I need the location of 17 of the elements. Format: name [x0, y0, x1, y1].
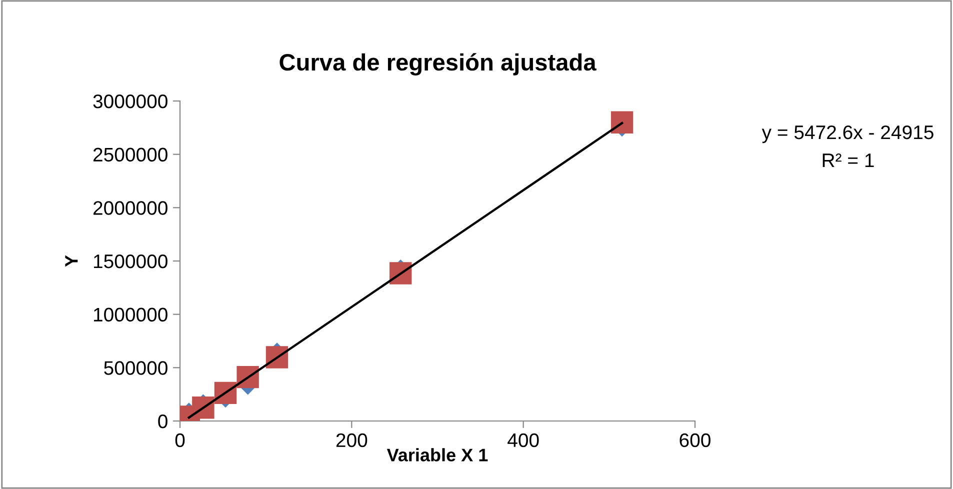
x-tick-label: 200: [336, 433, 368, 448]
text: R² = 1: [822, 154, 874, 168]
y-tick-label: 1000000: [94, 308, 168, 322]
x-tick-label: 600: [680, 433, 710, 448]
y-tick-label: 500000: [104, 361, 168, 375]
y-tick-label: 2000000: [93, 201, 168, 215]
x-tick-label: 0: [175, 433, 185, 448]
y-axis-title: Y: [65, 255, 78, 267]
y-tick-label: 3000000: [93, 94, 168, 108]
y-tick-label: 2500000: [93, 148, 168, 162]
text: y = 5472.6x - 24915: [762, 125, 934, 144]
y-tick-label: 1500000: [94, 254, 168, 268]
point: [610, 111, 634, 134]
chart-title: Curva de regresión ajustada: [280, 53, 596, 76]
x-tick-label: 400: [508, 433, 539, 448]
x-axis-title: Variable X 1: [386, 448, 488, 462]
y-tick-label: 0: [158, 414, 168, 428]
